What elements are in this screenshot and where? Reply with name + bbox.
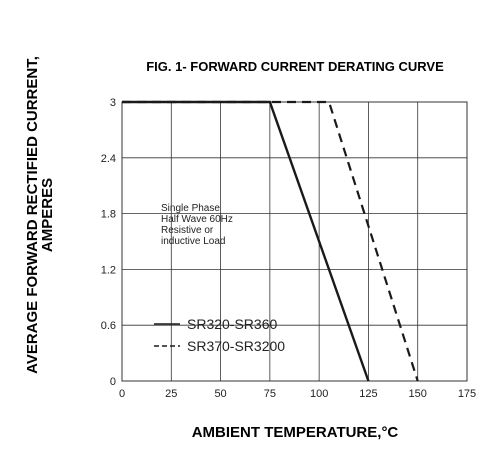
y-tick-label: 1.8	[101, 209, 116, 221]
y-tick-label: 2.4	[101, 153, 116, 165]
x-tick-label: 25	[165, 388, 177, 400]
y-tick-label: 3	[110, 97, 116, 109]
x-tick-label: 125	[359, 388, 377, 400]
note-line-1: Single Phase	[161, 203, 220, 214]
series-lines	[122, 100, 419, 382]
y-tick-label: 0.6	[101, 320, 116, 332]
grid	[121, 101, 468, 382]
note-line-3: Resistive or	[161, 225, 214, 236]
x-tick-label: 75	[264, 388, 276, 400]
note-line-4: inductive Load	[161, 236, 226, 247]
y-tick-label: 1.2	[101, 264, 116, 276]
y-axis-title-line-1: AVERAGE FORWARD RECTIFIED CURRENT,	[24, 56, 41, 374]
series-line-sr370-sr3200	[122, 100, 419, 382]
y-axis-title-line-2: AMPERES	[39, 178, 56, 252]
x-tick-label: 150	[409, 388, 427, 400]
condition-note: Single Phase Half Wave 60Hz Resistive or…	[161, 203, 233, 247]
note-line-2: Half Wave 60Hz	[161, 214, 233, 225]
x-tick-label: 100	[310, 388, 328, 400]
x-axis-title: AMBIENT TEMPERATURE,°C	[192, 424, 399, 441]
legend-label-sr320: SR320-SR360	[187, 316, 277, 332]
x-tick-label: 0	[119, 388, 125, 400]
legend: SR320-SR360 SR370-SR3200	[154, 316, 285, 354]
legend-label-sr370: SR370-SR3200	[187, 338, 285, 354]
y-tick-label: 0	[110, 376, 116, 388]
tick-labels: 0 25 50 75 100 125 150 175 0 0.6 1.2 1.8 2.4 3	[101, 97, 476, 400]
x-tick-label: 175	[458, 388, 476, 400]
chart-title: FIG. 1- FORWARD CURRENT DERATING CURVE	[146, 59, 444, 74]
x-tick-label: 50	[214, 388, 226, 400]
y-axis-title: AVERAGE FORWARD RECTIFIED CURRENT, AMPER…	[24, 56, 56, 374]
